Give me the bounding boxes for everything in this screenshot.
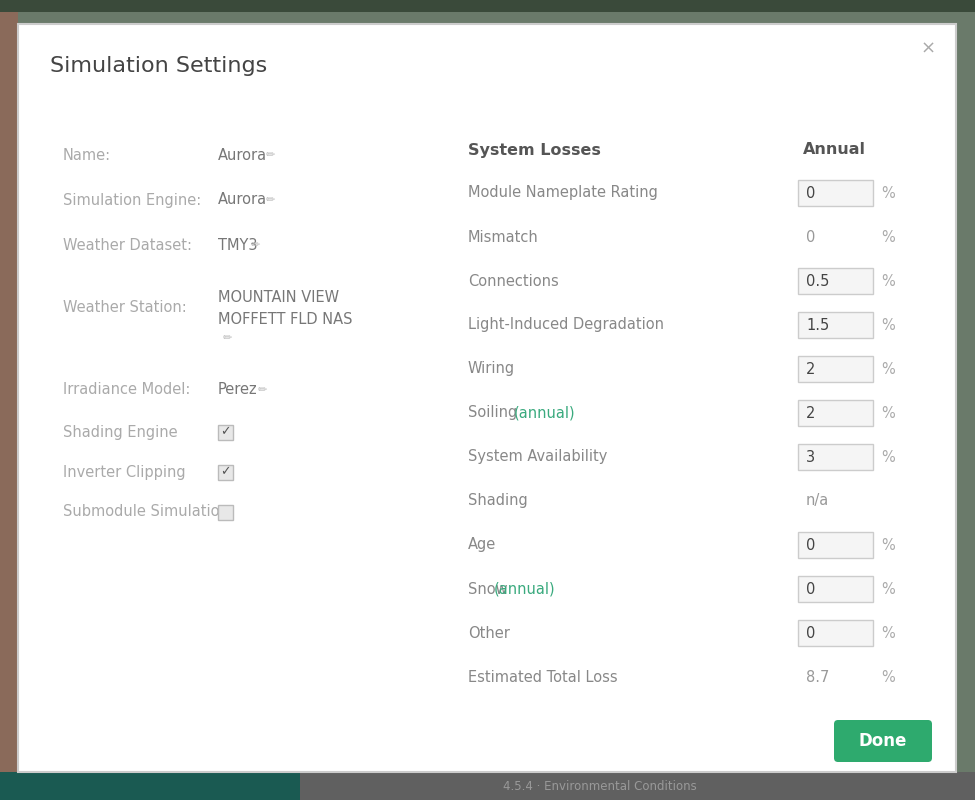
Text: %: % [881,318,895,333]
Bar [0,12,18,772]
Bar [798,576,873,602]
Text: Wiring: Wiring [468,362,515,377]
Text: Shading Engine: Shading Engine [63,425,177,439]
Text: Simulation Settings: Simulation Settings [50,56,267,76]
Bar [300,772,975,800]
Bar [798,180,873,206]
Text: 2: 2 [806,362,815,377]
Text: %: % [881,186,895,201]
Text: ✏: ✏ [265,195,275,205]
Text: 2: 2 [806,406,815,421]
Bar [798,444,873,470]
Text: Other: Other [468,626,510,641]
Text: ×: × [920,40,936,58]
Text: %: % [881,450,895,465]
Text: %: % [881,274,895,289]
Bar [798,268,873,294]
Text: %: % [881,626,895,641]
Text: ✏: ✏ [265,150,275,160]
Text: %: % [881,362,895,377]
Bar [798,620,873,646]
Text: Mismatch: Mismatch [468,230,539,245]
Text: 8.7: 8.7 [806,670,830,685]
Text: Perez: Perez [218,382,257,398]
Text: MOFFETT FLD NAS: MOFFETT FLD NAS [218,313,353,327]
Bar [0,772,300,800]
Bar [218,465,233,479]
Text: Connections: Connections [468,274,559,289]
Text: ✓: ✓ [220,466,231,478]
Text: Annual: Annual [803,142,866,158]
Text: n/a: n/a [806,494,830,509]
Text: 0: 0 [806,230,815,245]
Text: MOUNTAIN VIEW: MOUNTAIN VIEW [218,290,339,306]
Text: Module Nameplate Rating: Module Nameplate Rating [468,186,658,201]
Text: ✏: ✏ [251,240,260,250]
Text: (annual): (annual) [514,406,575,421]
Text: System Losses: System Losses [468,142,601,158]
Text: Weather Station:: Weather Station: [63,301,187,315]
Bar [798,312,873,338]
Bar [798,356,873,382]
Bar [798,400,873,426]
Text: TMY3: TMY3 [218,238,257,253]
Text: (annual): (annual) [494,582,556,597]
Text: Aurora: Aurora [218,193,267,207]
Text: 3: 3 [806,450,815,465]
Bar [798,532,873,558]
FancyBboxPatch shape [18,24,956,772]
Text: Inverter Clipping: Inverter Clipping [63,465,185,479]
Text: Estimated Total Loss: Estimated Total Loss [468,670,617,685]
Text: Submodule Simulation: Submodule Simulation [63,505,229,519]
Text: Irradiance Model:: Irradiance Model: [63,382,190,398]
Text: %: % [881,582,895,597]
Text: System Availability: System Availability [468,450,607,465]
Text: Aurora: Aurora [218,147,267,162]
Text: 1.5: 1.5 [806,318,830,333]
Text: ✏: ✏ [223,333,232,343]
Bar [218,425,233,439]
Text: %: % [881,538,895,553]
Text: Light-Induced Degradation: Light-Induced Degradation [468,318,664,333]
Text: Soiling: Soiling [468,406,522,421]
Text: Age: Age [468,538,496,553]
Text: Name:: Name: [63,147,111,162]
Bar [218,505,233,519]
Text: %: % [881,230,895,245]
Bar [0,0,975,12]
Text: %: % [881,670,895,685]
Text: Simulation Engine:: Simulation Engine: [63,193,201,207]
Text: 4.5.4 · Environmental Conditions: 4.5.4 · Environmental Conditions [503,779,697,793]
Text: 0: 0 [806,186,815,201]
Text: Snow: Snow [468,582,512,597]
Text: 0: 0 [806,626,815,641]
Text: ✓: ✓ [220,426,231,438]
Text: Weather Dataset:: Weather Dataset: [63,238,192,253]
Text: Shading: Shading [468,494,527,509]
Text: 0: 0 [806,538,815,553]
Text: ✏: ✏ [258,385,267,395]
FancyBboxPatch shape [834,720,932,762]
Text: 0.5: 0.5 [806,274,830,289]
Text: %: % [881,406,895,421]
Text: Done: Done [859,732,907,750]
Text: 0: 0 [806,582,815,597]
